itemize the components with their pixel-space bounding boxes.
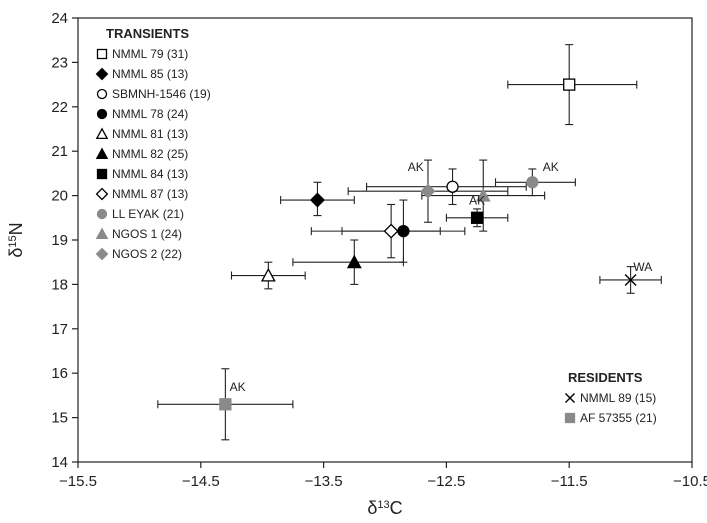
y-axis-label-sup: 15 [7, 235, 19, 247]
x-tick-label: −12.5 [427, 473, 465, 490]
legends: TRANSIENTS NMML 79 (31) NMML 85 (13) SBMNH-… [95, 26, 657, 425]
legend-marker [96, 208, 108, 220]
x-axis-label-sup: 13 [377, 499, 389, 511]
legend-entry-label: NMML 79 (31) [112, 47, 188, 61]
annotation-label: AK [230, 380, 246, 394]
legend-marker [96, 108, 108, 120]
legend-entry-label: NMML 81 (13) [112, 127, 188, 141]
axes: −15.5 −14.5 −13.5 −12.5 −11.5 −10.5 14 15 16 17 18… [51, 10, 707, 490]
data-markers [219, 78, 637, 411]
data-point [446, 180, 459, 193]
error-bar [292, 239, 404, 285]
data-point [260, 267, 276, 282]
legend-marker [95, 247, 109, 261]
y-axis-label: δ15N [6, 222, 26, 257]
legend-entry-label: AF 57355 (21) [580, 411, 657, 425]
data-point [309, 192, 325, 208]
x-axis-label: δ13C [367, 498, 402, 518]
annotations: AK AK AK WA AK [230, 160, 653, 394]
data-point [219, 398, 232, 411]
legend-entry-label: NMML 78 (24) [112, 107, 188, 121]
y-tick-label: 20 [51, 188, 68, 205]
legend-marker [95, 187, 109, 201]
y-tick-label: 15 [51, 410, 68, 427]
x-axis-label-tail: C [390, 498, 403, 518]
data-point [526, 176, 539, 189]
x-marker-stroke [565, 393, 575, 403]
data-point [475, 187, 491, 202]
y-tick-label: 21 [51, 143, 68, 160]
legend-title: TRANSIENTS [106, 26, 189, 41]
legend-marker [96, 88, 108, 100]
data-point [420, 183, 436, 199]
legend-marker [95, 227, 109, 240]
y-tick-label: 19 [51, 232, 68, 249]
legend-marker [96, 48, 108, 60]
data-point [397, 224, 410, 238]
legend-entry-label: NGOS 2 (22) [112, 247, 182, 261]
legend-entry-label: NMML 82 (25) [112, 147, 188, 161]
legend-top-left: TRANSIENTS NMML 79 (31) NMML 85 (13) SBMNH-… [95, 26, 211, 261]
annotation-label: AK [469, 193, 485, 207]
legend-marker [565, 393, 575, 403]
legend-entry-label: NMML 84 (13) [112, 167, 188, 181]
y-tick-label: 18 [51, 276, 68, 293]
y-tick-label: 16 [51, 365, 68, 382]
data-point [563, 78, 576, 91]
y-axis-label-tail: N [6, 222, 26, 235]
annotation-label: AK [408, 160, 424, 174]
y-tick-label: 14 [51, 454, 68, 471]
legend-marker [96, 168, 108, 180]
data-point [346, 254, 362, 269]
legend-title: RESIDENTS [568, 370, 643, 385]
data-point [383, 223, 399, 239]
x-tick-label: −15.5 [59, 473, 97, 490]
legend-marker [95, 67, 109, 81]
data-point [470, 211, 484, 224]
annotation-label: AK [543, 160, 559, 174]
legend-entry-label: NMML 85 (13) [112, 67, 188, 81]
x-tick-label: −13.5 [305, 473, 343, 490]
legend-entry-label: NMML 89 (15) [580, 391, 656, 405]
legend-entry-label: NGOS 1 (24) [112, 227, 182, 241]
y-axis-label-main: δ [6, 248, 26, 258]
legend-entry-label: SBMNH-1546 (19) [112, 87, 211, 101]
x-tick-label: −11.5 [551, 473, 588, 490]
legend-marker [95, 127, 109, 140]
x-marker-stroke [624, 273, 637, 286]
y-tick-label: 23 [51, 54, 68, 71]
legend-bottom-right: RESIDENTS NMML 89 (15) AF 57355 (21) [564, 370, 657, 425]
y-tick-label: 24 [51, 10, 68, 27]
y-tick-label: 17 [51, 321, 68, 338]
y-tick-label: 22 [51, 99, 68, 116]
data-point [624, 273, 637, 286]
x-tick-label: −14.5 [182, 473, 220, 490]
legend-marker [564, 412, 576, 424]
legend-marker [95, 147, 109, 160]
x-axis-label-main: δ [367, 498, 377, 518]
annotation-label: WA [633, 260, 652, 274]
legend-entry-label: LL EYAK (21) [112, 207, 184, 221]
legend-entry-label: NMML 87 (13) [112, 187, 188, 201]
x-tick-label: −10.5 [673, 473, 707, 490]
